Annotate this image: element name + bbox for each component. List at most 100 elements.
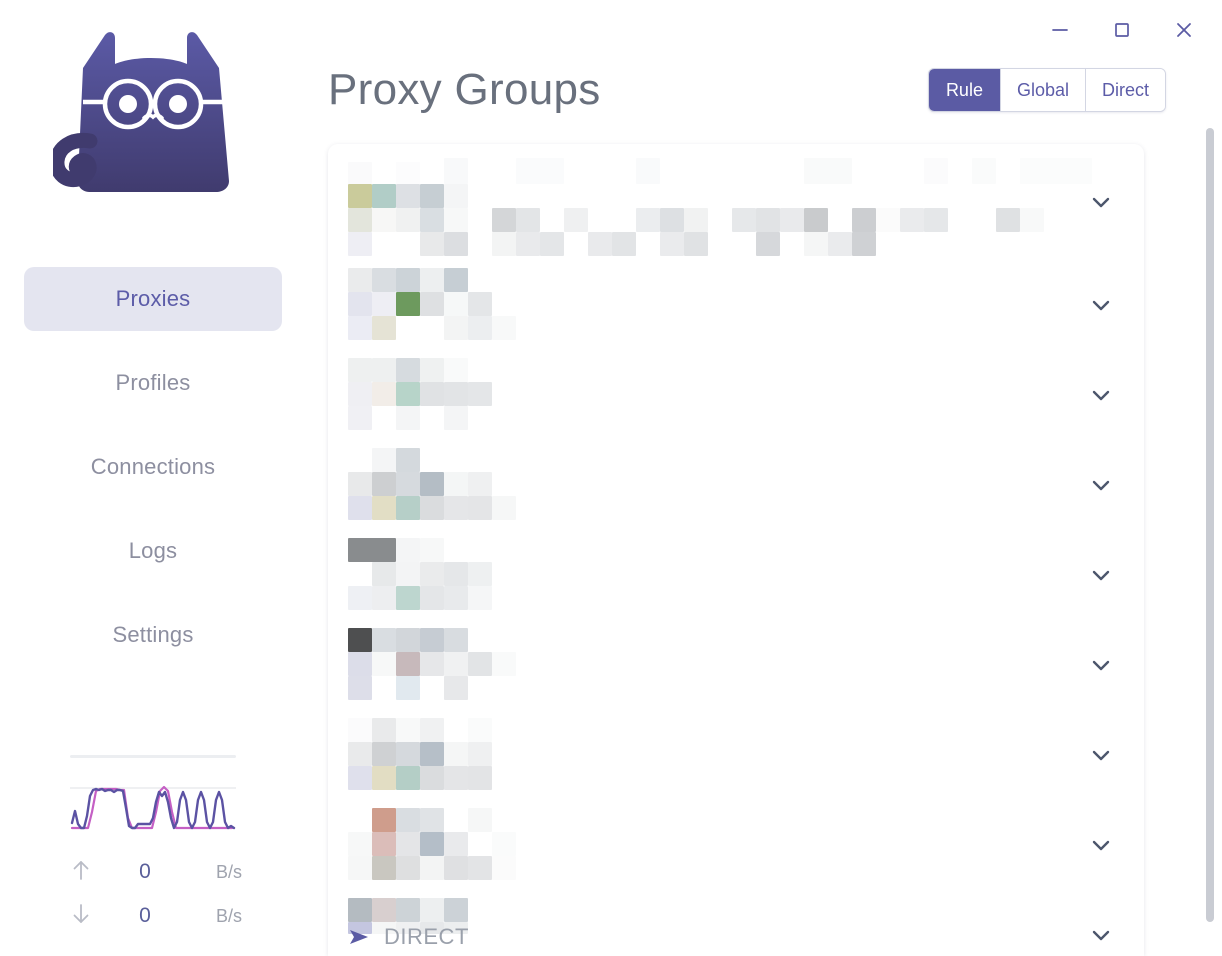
redaction-block <box>372 652 396 676</box>
redaction-block <box>636 158 660 184</box>
redaction-block <box>396 628 420 652</box>
redaction-block <box>420 232 444 256</box>
direct-proxy-entry[interactable]: DIRECT <box>348 924 469 950</box>
redaction-block <box>396 382 420 406</box>
redaction-block <box>468 718 492 742</box>
redaction-block <box>444 856 468 880</box>
redaction-block <box>444 898 468 922</box>
chevron-down-icon[interactable] <box>1058 189 1144 215</box>
vertical-scrollbar-thumb[interactable] <box>1206 128 1214 922</box>
redaction-block <box>804 232 828 256</box>
chevron-down-icon[interactable] <box>1058 832 1144 858</box>
send-arrow-icon <box>348 927 372 947</box>
redaction-block <box>396 406 420 430</box>
redaction-block <box>348 856 372 880</box>
redaction-block <box>468 766 492 790</box>
redaction-block <box>372 808 396 832</box>
redaction-block <box>516 232 540 256</box>
download-speed-value: 0 <box>139 904 151 927</box>
proxy-group-row[interactable] <box>328 440 1144 530</box>
redaction-block <box>372 898 396 922</box>
redaction-block <box>372 718 396 742</box>
traffic-sparkline-chart <box>70 778 236 836</box>
redaction-block <box>444 922 468 934</box>
redaction-block <box>444 316 468 340</box>
redacted-group-label <box>328 890 1058 956</box>
mode-switch-group: Rule Global Direct <box>927 68 1166 112</box>
redaction-block <box>396 808 420 832</box>
redaction-block <box>396 208 420 232</box>
proxy-group-row[interactable] <box>328 144 1144 260</box>
redaction-block <box>612 232 636 256</box>
redaction-block <box>396 562 420 586</box>
chevron-down-icon[interactable] <box>1058 292 1144 318</box>
mode-button-rule[interactable]: Rule <box>928 69 1001 111</box>
redaction-block <box>636 208 660 232</box>
arrow-up-icon <box>58 858 104 887</box>
proxy-group-row[interactable] <box>328 530 1144 620</box>
redaction-block <box>348 208 372 232</box>
proxy-group-row[interactable] <box>328 710 1144 800</box>
upload-speed-unit: B/s <box>215 861 242 882</box>
redaction-block <box>396 292 420 316</box>
redaction-block <box>372 382 396 406</box>
redaction-block <box>492 832 516 856</box>
redaction-block <box>420 538 444 562</box>
redaction-block <box>396 184 420 208</box>
chevron-down-icon[interactable] <box>1058 922 1144 948</box>
redaction-block <box>852 208 876 232</box>
redaction-block <box>348 358 372 382</box>
redaction-block <box>420 832 444 856</box>
proxy-group-row[interactable] <box>328 890 1144 956</box>
redaction-block <box>852 232 876 256</box>
redaction-block <box>780 208 804 232</box>
redaction-block <box>420 358 444 382</box>
redaction-block <box>444 742 468 766</box>
sidebar-item-profiles[interactable]: Profiles <box>24 351 282 415</box>
sidebar-item-label: Settings <box>112 622 194 647</box>
redaction-block <box>876 208 900 232</box>
redaction-block <box>444 358 468 382</box>
chevron-down-icon[interactable] <box>1058 742 1144 768</box>
redaction-block <box>348 676 372 700</box>
sidebar-item-proxies[interactable]: Proxies <box>24 267 282 331</box>
redaction-block <box>348 766 372 790</box>
proxy-group-row[interactable] <box>328 620 1144 710</box>
chevron-down-icon[interactable] <box>1058 652 1144 678</box>
redaction-block <box>348 162 372 184</box>
redaction-block <box>396 538 420 562</box>
maximize-icon[interactable] <box>1104 12 1140 48</box>
redaction-block <box>420 766 444 790</box>
sidebar-item-settings[interactable]: Settings <box>24 603 282 667</box>
sidebar-item-logs[interactable]: Logs <box>24 519 282 583</box>
redacted-group-label <box>328 800 1058 890</box>
mode-button-direct[interactable]: Direct <box>1085 69 1165 111</box>
chevron-down-icon[interactable] <box>1058 562 1144 588</box>
proxy-group-row[interactable] <box>328 800 1144 890</box>
chevron-down-icon[interactable] <box>1058 382 1144 408</box>
redaction-block <box>492 232 516 256</box>
redaction-block <box>444 268 468 292</box>
redaction-block <box>420 184 444 208</box>
close-icon[interactable] <box>1166 12 1202 48</box>
redaction-block <box>348 472 372 496</box>
sidebar-item-label: Proxies <box>115 286 191 311</box>
vertical-scrollbar-track[interactable] <box>1204 0 1218 956</box>
redaction-block <box>372 628 396 652</box>
redaction-block <box>468 652 492 676</box>
redaction-block <box>372 472 396 496</box>
mode-button-global[interactable]: Global <box>1000 69 1086 111</box>
proxy-group-row[interactable] <box>328 350 1144 440</box>
redaction-block <box>756 232 780 256</box>
proxy-groups-card: DIRECT <box>328 144 1144 956</box>
sidebar-item-connections[interactable]: Connections <box>24 435 282 499</box>
redacted-group-label <box>328 144 1092 260</box>
minimize-icon[interactable] <box>1042 12 1078 48</box>
redaction-block <box>420 898 444 922</box>
redaction-block <box>420 856 444 880</box>
chevron-down-icon[interactable] <box>1058 472 1144 498</box>
redaction-block <box>372 856 396 880</box>
proxy-group-row[interactable] <box>328 260 1144 350</box>
redaction-block <box>396 856 420 880</box>
